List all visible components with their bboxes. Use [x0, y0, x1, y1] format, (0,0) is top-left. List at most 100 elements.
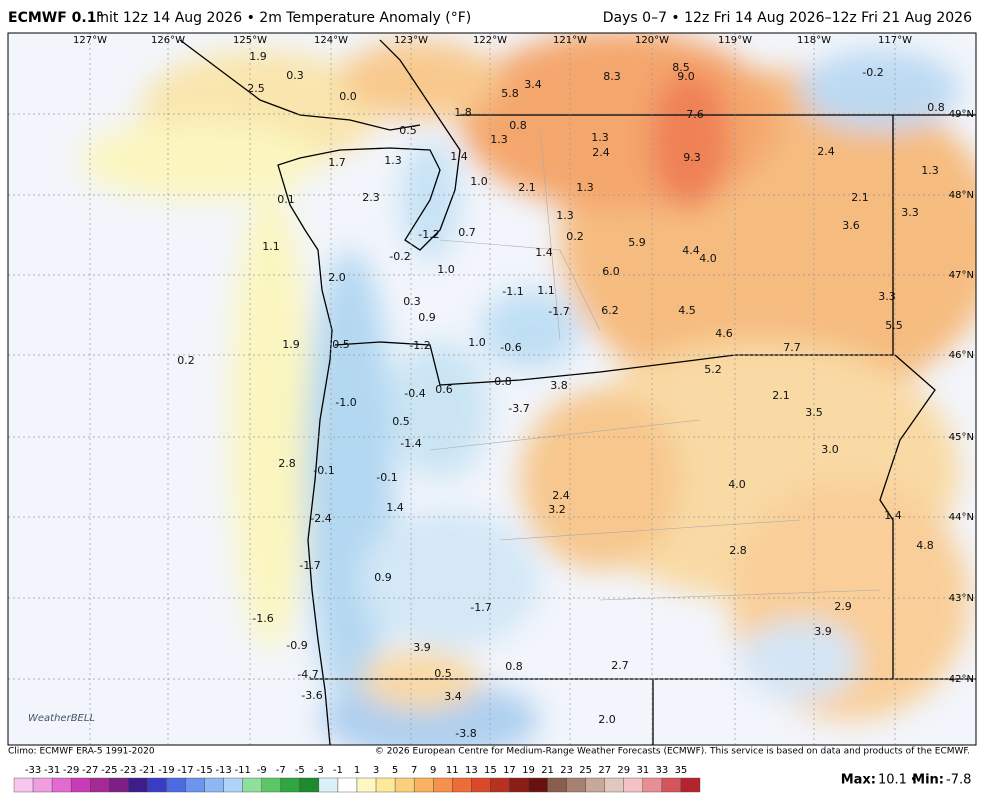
latitude-label: 46°N [949, 350, 974, 361]
colorbar-swatch [394, 777, 415, 793]
colorbar-swatch [661, 777, 682, 793]
map-frame [7, 32, 977, 746]
colorbar-swatch [32, 777, 53, 793]
anomaly-value: -4.7 [297, 668, 318, 681]
anomaly-value: 4.8 [916, 539, 934, 552]
anomaly-value: 3.6 [842, 219, 860, 232]
anomaly-value: 4.6 [715, 327, 733, 340]
longitude-label: 117°W [878, 35, 912, 46]
colorbar-swatch [242, 777, 262, 793]
anomaly-value: 4.0 [699, 252, 717, 265]
anomaly-value: 4.4 [682, 244, 700, 257]
latitude-label: 42°N [949, 674, 974, 685]
anomaly-value: -1.2 [418, 228, 439, 241]
latitude-label: 47°N [949, 270, 974, 281]
colorbar-swatch [204, 777, 224, 793]
colorbar-swatch [223, 777, 243, 793]
colorbar-label: -5 [295, 765, 305, 776]
colorbar-swatch [337, 777, 358, 793]
colorbar-swatch [128, 777, 148, 793]
anomaly-value: 5.5 [885, 319, 903, 332]
colorbar-label: 11 [446, 765, 459, 776]
colorbar-swatch [261, 777, 281, 793]
min-label: Min: [912, 773, 944, 788]
anomaly-value: -3.6 [301, 689, 322, 702]
anomaly-value: 4.0 [728, 478, 746, 491]
anomaly-value: 1.4 [450, 150, 468, 163]
colorbar-swatch [528, 777, 548, 793]
climo-note: Climo: ECMWF ERA-5 1991-2020 [8, 747, 155, 757]
anomaly-value: 3.0 [821, 443, 839, 456]
anomaly-value: 0.9 [418, 311, 436, 324]
anomaly-value: 3.4 [444, 690, 462, 703]
anomaly-value: 0.5 [399, 124, 417, 137]
colorbar-label: 19 [522, 765, 535, 776]
colorbar-label: 25 [579, 765, 592, 776]
colorbar-label: -33 [25, 765, 41, 776]
colorbar-swatch [318, 777, 339, 793]
anomaly-value: 7.6 [686, 108, 704, 121]
anomaly-value: 2.9 [834, 600, 852, 613]
colorbar-label: 29 [617, 765, 630, 776]
colorbar-label: -15 [196, 765, 212, 776]
valid-range: Days 0–7 • 12z Fri 14 Aug 2026–12z Fri 2… [603, 10, 972, 26]
colorbar-swatch [280, 777, 301, 793]
anomaly-value: 0.7 [458, 226, 476, 239]
anomaly-value: 4.5 [678, 304, 696, 317]
colorbar-swatch [166, 777, 186, 793]
anomaly-value: 1.4 [884, 509, 902, 522]
anomaly-value: 2.0 [598, 713, 616, 726]
anomaly-value: -1.7 [548, 305, 569, 318]
anomaly-value: 1.3 [490, 133, 508, 146]
anomaly-value: 2.1 [851, 191, 869, 204]
anomaly-value: 3.5 [805, 406, 823, 419]
colorbar-label: -21 [139, 765, 155, 776]
colorbar-label: 15 [484, 765, 497, 776]
latitude-label: 45°N [949, 432, 974, 443]
colorbar-swatch [585, 777, 605, 793]
latitude-label: 49°N [949, 109, 974, 120]
colorbar-swatch [490, 777, 510, 793]
anomaly-value: 9.0 [677, 70, 695, 83]
anomaly-value: 3.8 [550, 379, 568, 392]
anomaly-value: 2.8 [729, 544, 747, 557]
anomaly-value: 3.9 [814, 625, 832, 638]
colorbar-swatch [547, 777, 567, 793]
longitude-label: 119°W [718, 35, 752, 46]
copyright: © 2026 European Centre for Medium-Range … [375, 747, 970, 757]
anomaly-value: -0.9 [286, 639, 307, 652]
anomaly-value: -1.0 [335, 396, 356, 409]
colorbar-swatch [566, 777, 586, 793]
longitude-label: 127°W [73, 35, 107, 46]
anomaly-value: 1.3 [384, 154, 402, 167]
anomaly-value: 0.2 [566, 230, 584, 243]
anomaly-value: 2.5 [247, 82, 265, 95]
colorbar-swatch [51, 777, 72, 793]
anomaly-value: 0.5 [392, 415, 410, 428]
anomaly-value: 0.8 [505, 660, 523, 673]
anomaly-value: 6.0 [602, 265, 620, 278]
anomaly-value: 0.2 [177, 354, 195, 367]
anomaly-value: 3.3 [878, 290, 896, 303]
colorbar-label: -19 [158, 765, 174, 776]
colorbar-label: -7 [276, 765, 286, 776]
colorbar-swatch [356, 777, 377, 793]
anomaly-value: -0.4 [404, 387, 425, 400]
colorbar-label: -11 [234, 765, 250, 776]
anomaly-value: -0.2 [862, 66, 883, 79]
anomaly-value: 0.3 [286, 69, 304, 82]
anomaly-value: 1.0 [468, 336, 486, 349]
longitude-label: 118°W [797, 35, 831, 46]
longitude-label: 120°W [635, 35, 669, 46]
anomaly-value: 5.2 [704, 363, 722, 376]
anomaly-value: 2.0 [328, 271, 346, 284]
anomaly-value: 0.3 [403, 295, 421, 308]
colorbar-swatch [299, 777, 320, 793]
min-value: -7.8 [946, 773, 971, 788]
colorbar-label: -3 [314, 765, 324, 776]
anomaly-value: -2.4 [310, 512, 331, 525]
colorbar-swatch [13, 777, 34, 793]
anomaly-value: -3.7 [508, 402, 529, 415]
anomaly-value: 2.8 [278, 457, 296, 470]
